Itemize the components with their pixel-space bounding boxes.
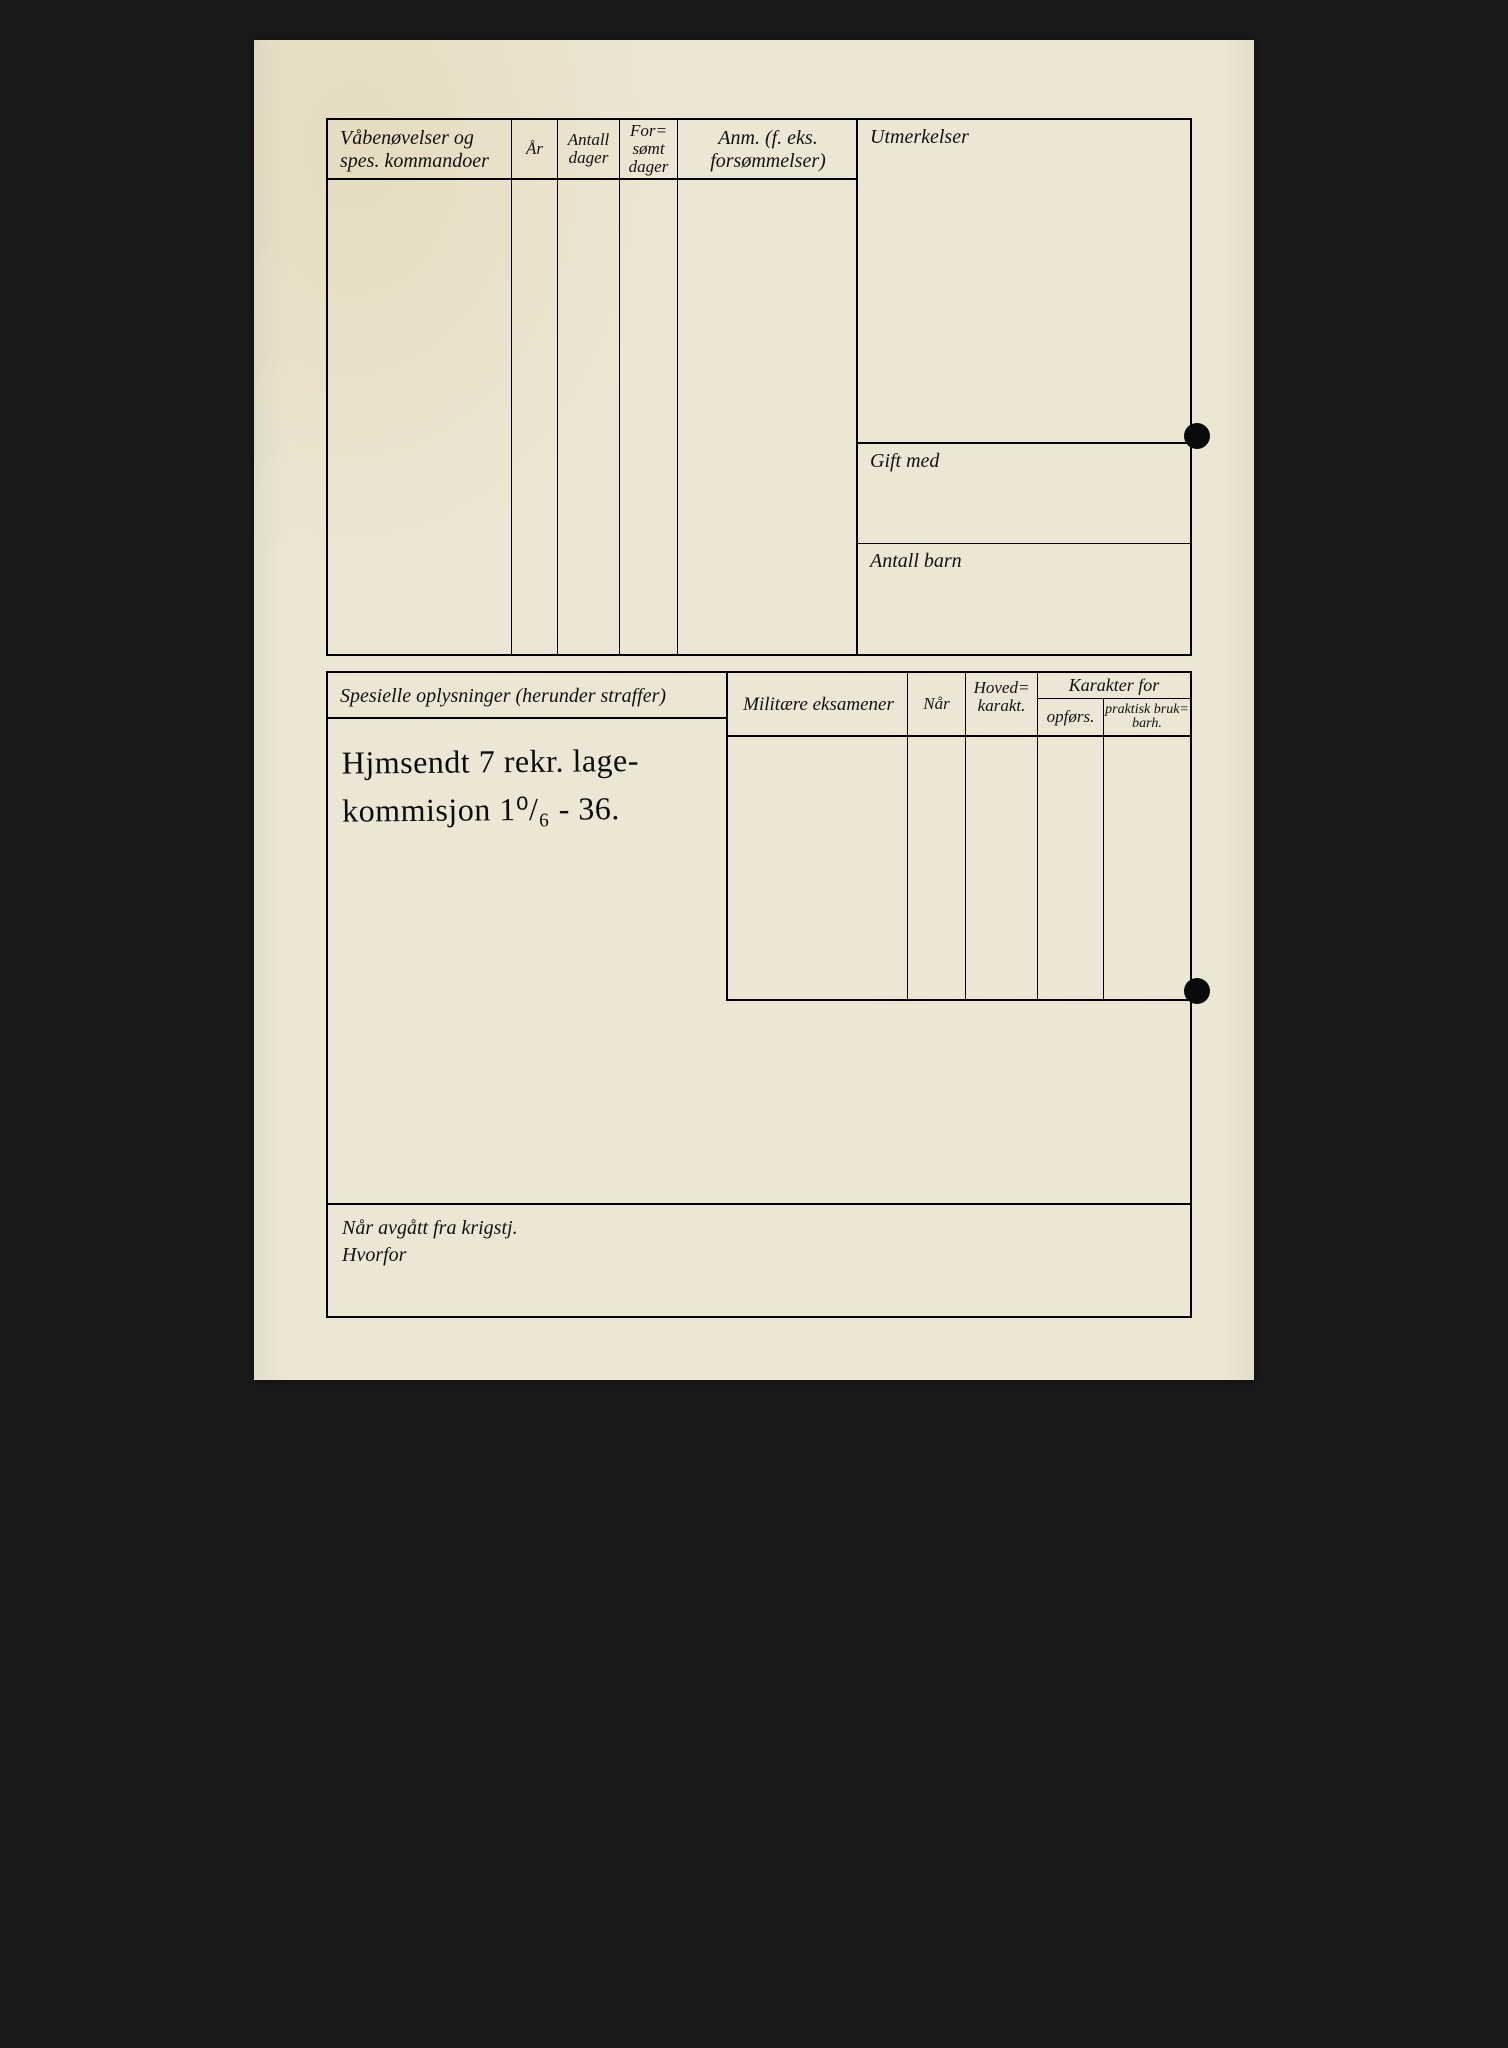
col-header-ar: År [512, 120, 558, 178]
body-col-naar [908, 737, 966, 999]
body-col-opfors [1038, 737, 1104, 999]
label-karakter-for-wrap: Karakter for [1038, 673, 1190, 699]
mid-left-body: Hjmsendt 7 rekr. lage- kommisjon 1⁰/₆ - … [328, 719, 726, 1203]
mid-left-panel: Spesielle oplysninger (herunder straffer… [328, 671, 726, 1203]
col-header-opfors: opførs. [1038, 699, 1104, 735]
mid-right-header: Militære eksamener Når Hoved= karakt. Ka… [728, 673, 1190, 737]
body-col-for [620, 180, 678, 654]
label-militaere: Militære eksamener [731, 688, 904, 720]
label-utmerkelser: Utmerkelser [858, 120, 1190, 153]
label-spesielle: Spesielle oplysninger (herunder straffer… [328, 679, 676, 712]
label-antall-barn: Antall barn [858, 544, 1190, 577]
label-anm: Anm. (f. eks. forsømmelser) [678, 121, 856, 177]
hole-punch-icon [1184, 423, 1210, 449]
top-left-table: Våbenøvelser og spes. kommandoer År Anta… [328, 120, 858, 654]
col-header-antall-dager: Antall dager [558, 120, 620, 178]
body-col-anm [678, 180, 856, 654]
label-hvorfor: Hvorfor [342, 1242, 1176, 1269]
col-header-vabenovelser: Våbenøvelser og spes. kommandoer [328, 120, 512, 178]
top-left-header-row: Våbenøvelser og spes. kommandoer År Anta… [328, 120, 856, 180]
handwritten-line2: kommisjon 1⁰/₆ - 36. [342, 790, 620, 828]
mid-left-header: Spesielle oplysninger (herunder straffer… [328, 673, 726, 719]
gift-med-box: Gift med [858, 444, 1190, 544]
body-col-vab [328, 180, 512, 654]
karakter-sub-row: opførs. praktisk bruk= barh. [1038, 699, 1190, 735]
col-header-praktisk: praktisk bruk= barh. [1104, 699, 1190, 735]
handwritten-note: Hjmsendt 7 rekr. lage- kommisjon 1⁰/₆ - … [342, 735, 713, 834]
body-col-praktisk [1104, 737, 1190, 999]
bottom-labels: Når avgått fra krigstj. Hvorfor [328, 1205, 1190, 1279]
label-hovedkarakt: Hoved= karakt. [966, 673, 1037, 715]
body-col-hovedkarakt [966, 737, 1038, 999]
label-vabenovelser: Våbenøvelser og spes. kommandoer [328, 121, 511, 177]
mid-right-table: Militære eksamener Når Hoved= karakt. Ka… [726, 671, 1190, 1001]
col-header-militaere: Militære eksamener [728, 673, 908, 735]
col-header-hovedkarakt: Hoved= karakt. [966, 673, 1038, 735]
label-ar: År [526, 140, 543, 158]
body-col-ar [512, 180, 558, 654]
label-karakter-for: Karakter for [1069, 676, 1160, 695]
form-frame: Våbenøvelser og spes. kommandoer År Anta… [326, 118, 1192, 1318]
top-left-body [328, 180, 856, 654]
label-antall-dager: Antall dager [558, 131, 619, 167]
col-header-naar: Når [908, 673, 966, 735]
handwritten-line1: Hjmsendt 7 rekr. lage- [342, 742, 639, 781]
label-naar: Når [923, 695, 949, 713]
mid-right-body [728, 737, 1190, 999]
label-avgatt: Når avgått fra krigstj. [342, 1215, 1176, 1242]
bottom-region: Når avgått fra krigstj. Hvorfor [326, 1203, 1192, 1318]
label-gift-med: Gift med [858, 444, 1190, 477]
document-page: Våbenøvelser og spes. kommandoer År Anta… [254, 40, 1254, 1380]
top-right-column: Utmerkelser Gift med Antall barn [858, 120, 1190, 654]
col-header-forsomt-dager: For= sømt dager [620, 120, 678, 178]
hole-punch-icon [1184, 978, 1210, 1004]
label-forsomt-dager: For= sømt dager [620, 122, 677, 176]
body-col-militaere [728, 737, 908, 999]
antall-barn-box: Antall barn [858, 544, 1190, 654]
label-opfors: opførs. [1047, 708, 1095, 726]
label-praktisk: praktisk bruk= barh. [1105, 703, 1189, 731]
col-header-anm: Anm. (f. eks. forsømmelser) [678, 120, 856, 178]
top-region: Våbenøvelser og spes. kommandoer År Anta… [326, 118, 1192, 656]
mid-region: Spesielle oplysninger (herunder straffer… [326, 671, 1192, 1203]
body-col-ant [558, 180, 620, 654]
utmerkelser-box: Utmerkelser [858, 120, 1190, 444]
col-header-karakter-group: Karakter for opførs. praktisk bruk= barh… [1038, 673, 1190, 735]
